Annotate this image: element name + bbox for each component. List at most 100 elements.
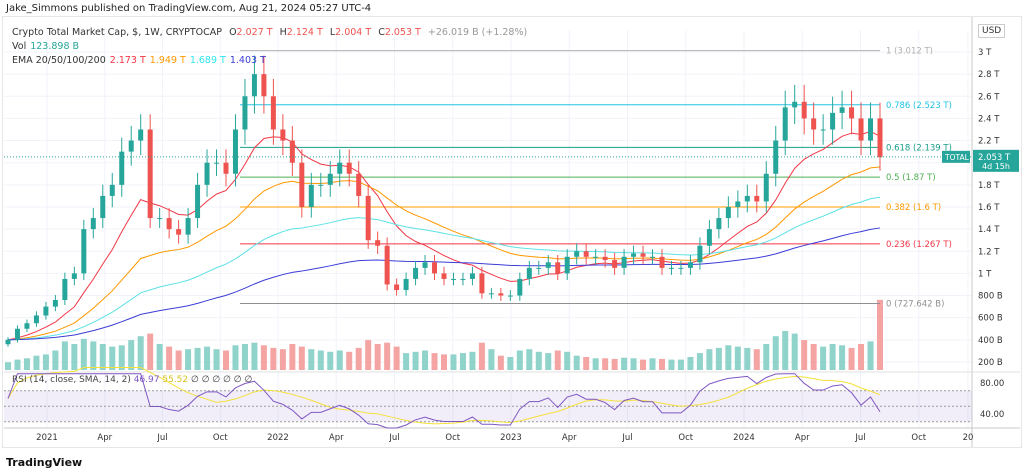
price-tick-label: 2.4 T bbox=[978, 114, 1000, 124]
candle-body bbox=[706, 229, 712, 246]
volume-bar bbox=[298, 346, 305, 370]
candle-body bbox=[593, 256, 599, 258]
currency-button[interactable]: USD bbox=[978, 24, 1006, 38]
volume-bar bbox=[213, 349, 220, 370]
ema200-line bbox=[7, 227, 881, 341]
candle-body bbox=[650, 256, 656, 258]
volume-bar bbox=[659, 358, 665, 370]
candle-body bbox=[697, 245, 703, 263]
rsi-tick-label: 40.00 bbox=[980, 410, 1004, 420]
ema200-value: 1.403 T bbox=[229, 55, 266, 66]
volume-bar bbox=[488, 349, 495, 370]
candle-body bbox=[166, 218, 172, 230]
price-tick-label: 1.4 T bbox=[978, 225, 1000, 235]
candle-body bbox=[631, 253, 637, 257]
rsi-label: RSI (14, close, SMA, 14, 2) bbox=[12, 375, 131, 385]
price-tick-label: 1.8 T bbox=[978, 181, 1000, 191]
candle-body bbox=[450, 278, 456, 280]
volume-bar bbox=[147, 333, 154, 370]
candle-body bbox=[62, 278, 68, 300]
candle-body bbox=[479, 273, 485, 294]
rsi-tick-label: 80.00 bbox=[980, 379, 1004, 389]
candle-body bbox=[394, 284, 400, 291]
candle-body bbox=[782, 107, 788, 141]
volume-bar bbox=[5, 362, 11, 370]
candle-body bbox=[147, 129, 153, 219]
time-tick-label: 2024 bbox=[733, 433, 755, 443]
candle-body bbox=[621, 256, 627, 268]
close-label: C bbox=[378, 27, 385, 38]
volume-bar bbox=[848, 347, 855, 370]
candle-body bbox=[811, 118, 817, 130]
volume-bar bbox=[270, 347, 277, 370]
volume-bar bbox=[232, 345, 239, 370]
volume-bar bbox=[118, 345, 125, 370]
volume-bar bbox=[573, 355, 580, 370]
volume-bar bbox=[507, 357, 514, 370]
tradingview-logo: TradingView bbox=[6, 456, 82, 469]
volume-bar bbox=[279, 349, 286, 370]
rsi-placeholders: ∅ ∅ ∅ ∅ ∅ ∅ bbox=[191, 375, 253, 385]
price-tick-label: 1.2 T bbox=[978, 247, 1000, 257]
candle-body bbox=[564, 256, 570, 274]
fib-level-label: 0.618 (2.139 T) bbox=[886, 143, 952, 153]
volume-bar bbox=[602, 358, 609, 370]
ema100-line bbox=[7, 196, 881, 341]
vol-value: 123.898 B bbox=[30, 41, 80, 52]
volume-bar bbox=[725, 345, 732, 370]
high-value: 2.124 T bbox=[286, 27, 323, 38]
last-price-tag bbox=[973, 149, 1019, 172]
candle-body bbox=[128, 140, 134, 152]
volume-bar bbox=[516, 350, 523, 370]
candle-body bbox=[488, 293, 494, 295]
candle-body bbox=[735, 201, 741, 207]
volume-bar bbox=[260, 345, 267, 370]
volume-bar bbox=[810, 344, 817, 370]
high-label: H bbox=[279, 27, 287, 38]
price-tick-label: 2.2 T bbox=[978, 137, 1000, 147]
candle-body bbox=[52, 299, 58, 307]
candle-body bbox=[744, 195, 750, 202]
volume-bar bbox=[251, 342, 258, 370]
price-tick-label: 200 B bbox=[978, 358, 1003, 368]
rsi-line bbox=[7, 373, 881, 429]
volume-bar bbox=[640, 359, 647, 370]
fib-level-label: 0.236 (1.267 T) bbox=[886, 240, 952, 250]
candle-body bbox=[327, 173, 333, 185]
time-tick-label: Jul bbox=[156, 433, 167, 443]
candle-body bbox=[384, 245, 390, 285]
rsi-legend: RSI (14, close, SMA, 14, 2) 46.97 55.52 … bbox=[12, 375, 252, 385]
volume-bar bbox=[791, 333, 798, 370]
candle-body bbox=[792, 101, 798, 108]
ema20-line bbox=[7, 130, 881, 341]
ema50-line bbox=[7, 166, 881, 341]
candle-body bbox=[432, 262, 438, 274]
price-tick-label: 2.8 T bbox=[978, 70, 1000, 80]
candle-body bbox=[43, 306, 49, 316]
price-tick-label: 600 B bbox=[978, 314, 1003, 324]
volume-bar bbox=[109, 346, 116, 370]
chart-frame bbox=[2, 16, 1022, 448]
volume-bar bbox=[355, 347, 362, 370]
candle-body bbox=[801, 101, 807, 119]
volume-bar bbox=[706, 349, 713, 370]
symbol-tag-label: TOTAL bbox=[944, 153, 970, 162]
candle-body bbox=[223, 162, 229, 174]
time-tick-label: Apr bbox=[329, 433, 344, 443]
volume-bar bbox=[175, 350, 182, 370]
candle-body bbox=[81, 229, 87, 274]
volume-bar bbox=[23, 358, 30, 370]
candle-body bbox=[754, 195, 760, 202]
time-tick-label: 2021 bbox=[36, 433, 58, 443]
candle-body bbox=[280, 129, 286, 141]
open-value: 2.027 T bbox=[236, 27, 273, 38]
candle-body bbox=[498, 293, 504, 296]
time-tick-label: 20 bbox=[963, 433, 974, 443]
candle-body bbox=[289, 140, 295, 163]
volume-bar bbox=[858, 344, 865, 370]
candle-body bbox=[100, 195, 106, 219]
volume-bar bbox=[478, 342, 485, 370]
volume-bar bbox=[554, 350, 561, 370]
candle-body bbox=[545, 262, 551, 268]
